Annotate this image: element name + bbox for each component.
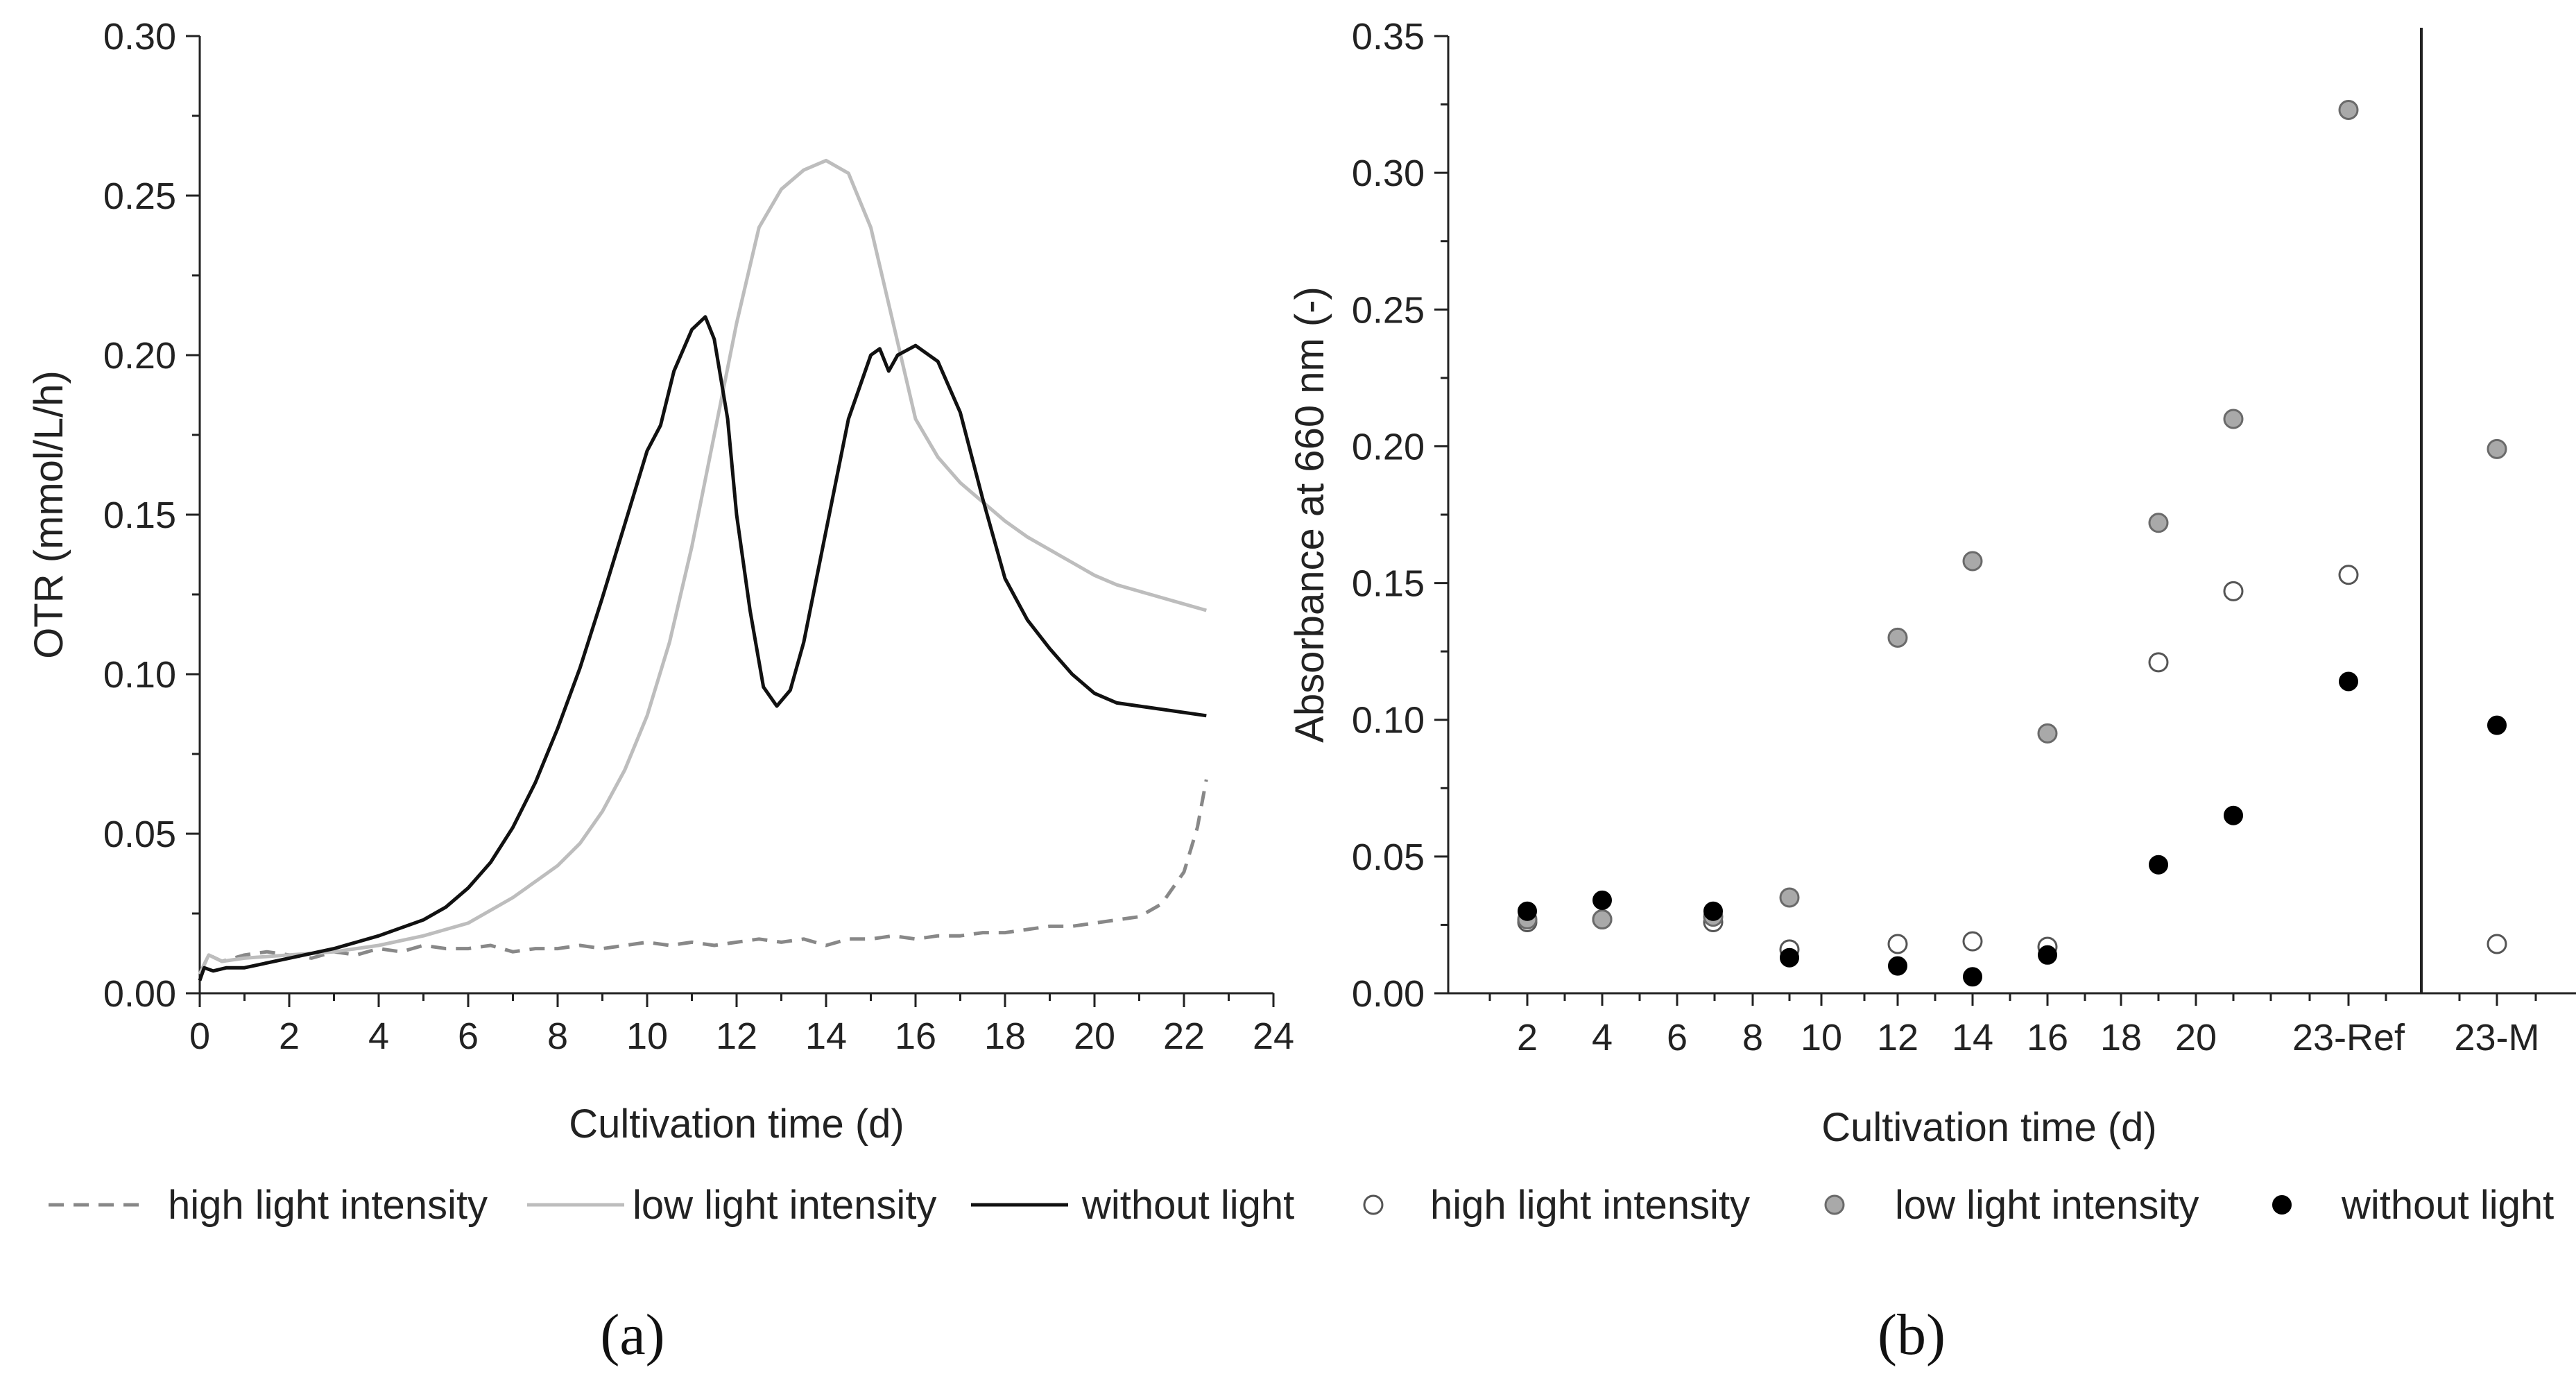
x-tick-label: 4 (368, 1015, 389, 1057)
panel-label-b: (b) (1878, 1303, 1946, 1367)
y-tick-label: 0.05 (1352, 837, 1425, 878)
data-point-low-light-intensity (1592, 909, 1613, 929)
legend-marker-high-light-intensity (1363, 1194, 1384, 1215)
data-point-high-light-intensity (2338, 565, 2359, 585)
y-tick-label: 0.05 (103, 814, 176, 855)
data-point-without-light (1963, 967, 1982, 987)
y-axis-title: OTR (mmol/L/h) (26, 370, 71, 659)
data-point-high-light-intensity (2148, 652, 2169, 673)
data-point-without-light (2487, 715, 2507, 735)
x-tick-label: 18 (2100, 1017, 2142, 1058)
x-tick-label: 0 (189, 1015, 210, 1057)
data-point-without-light (1703, 901, 1723, 921)
x-tick-label: 23-Ref (2292, 1017, 2405, 1058)
x-tick-label: 16 (895, 1015, 936, 1057)
x-tick-label: 6 (458, 1015, 479, 1057)
y-tick-label: 0.25 (1352, 289, 1425, 331)
y-axis-title: Absorbance at 660 nm (-) (1287, 286, 1332, 743)
data-point-high-light-intensity (2223, 581, 2244, 601)
data-point-without-light (2224, 805, 2243, 825)
x-tick-label: 14 (805, 1015, 847, 1057)
data-point-without-light (1780, 947, 1799, 968)
y-tick-label: 0.35 (1352, 16, 1425, 58)
legend-marker-low-light-intensity (1824, 1194, 1845, 1215)
data-point-low-light-intensity (1887, 627, 1908, 648)
x-tick-label: 8 (1742, 1017, 1763, 1058)
data-point-without-light (2038, 945, 2057, 965)
chart-b-absorbance: 0.00 0.05 0.10 0.15 0.20 0.25 0.30 0.35 2 4 6 8 10 12… (1287, 16, 2576, 1228)
y-tick-label: 0.00 (103, 973, 176, 1015)
x-tick-label: 14 (1952, 1017, 1993, 1058)
x-tick-label: 16 (2027, 1017, 2068, 1058)
data-point-low-light-intensity (1779, 887, 1800, 908)
data-point-high-light-intensity (1887, 934, 1908, 954)
x-tick-label: 6 (1667, 1017, 1688, 1058)
series-line-high-light-intensity (198, 779, 1208, 975)
x-tick-label: 22 (1163, 1015, 1205, 1057)
chart-a-otr: 0 2 4 6 8 10 12 14 16 18 20 22 240.000.050.100.150.2… (26, 16, 1294, 1228)
legend-label-without-light: without light (1081, 1183, 1294, 1228)
x-tick-label: 10 (1801, 1017, 1842, 1058)
y-tick-label: 0.20 (103, 335, 176, 377)
x-tick-label: 2 (1517, 1017, 1538, 1058)
data-point-low-light-intensity (2223, 409, 2244, 429)
data-point-without-light (1518, 901, 1537, 921)
data-point-without-light (2339, 671, 2358, 692)
legend-marker-without-light (2272, 1195, 2292, 1215)
data-point-low-light-intensity (2148, 513, 2169, 533)
y-tick-label: 0.15 (1352, 563, 1425, 605)
x-axis-title: Cultivation time (d) (569, 1101, 904, 1147)
data-point-without-light (2149, 855, 2168, 875)
y-tick-label: 0.00 (1352, 973, 1425, 1015)
data-point-without-light (1592, 890, 1612, 910)
legend-label-high-light-intensity: high light intensity (1430, 1183, 1750, 1228)
data-point-low-light-intensity (2037, 723, 2058, 744)
y-tick-label: 0.10 (103, 654, 176, 696)
data-point-high-light-intensity (2487, 934, 2507, 954)
data-point-low-light-intensity (1962, 551, 1983, 572)
data-point-low-light-intensity (2338, 100, 2359, 120)
legend-label-low-light-intensity: low light intensity (1895, 1183, 2199, 1228)
y-tick-label: 0.30 (1352, 153, 1425, 194)
y-tick-label: 0.30 (103, 16, 176, 58)
x-tick-label: 12 (1877, 1017, 1918, 1058)
panel-label-a: (a) (600, 1303, 664, 1367)
x-tick-label: 20 (1074, 1015, 1115, 1057)
x-tick-label: 23-M (2454, 1017, 2539, 1058)
data-point-low-light-intensity (2487, 438, 2507, 459)
series-line-low-light-intensity (198, 158, 1207, 975)
x-tick-label: 18 (984, 1015, 1026, 1057)
legend-label-low-light-intensity: low light intensity (633, 1183, 936, 1228)
y-tick-label: 0.10 (1352, 700, 1425, 741)
data-point-high-light-intensity (1962, 931, 1983, 952)
legend-label-high-light-intensity: high light intensity (168, 1183, 488, 1228)
y-tick-label: 0.15 (103, 495, 176, 536)
x-tick-label: 8 (547, 1015, 568, 1057)
legend-label-without-light: without light (2341, 1183, 2554, 1228)
x-tick-label: 20 (2175, 1017, 2217, 1058)
x-tick-label: 12 (716, 1015, 757, 1057)
x-tick-label: 10 (626, 1015, 668, 1057)
y-tick-label: 0.20 (1352, 426, 1425, 468)
x-tick-label: 24 (1253, 1015, 1294, 1057)
series-line-without-light (198, 315, 1207, 981)
data-point-without-light (1888, 956, 1907, 976)
x-tick-label: 2 (279, 1015, 300, 1057)
x-axis-title: Cultivation time (d) (1821, 1105, 2156, 1150)
x-tick-label: 4 (1592, 1017, 1613, 1058)
y-tick-label: 0.25 (103, 175, 176, 217)
